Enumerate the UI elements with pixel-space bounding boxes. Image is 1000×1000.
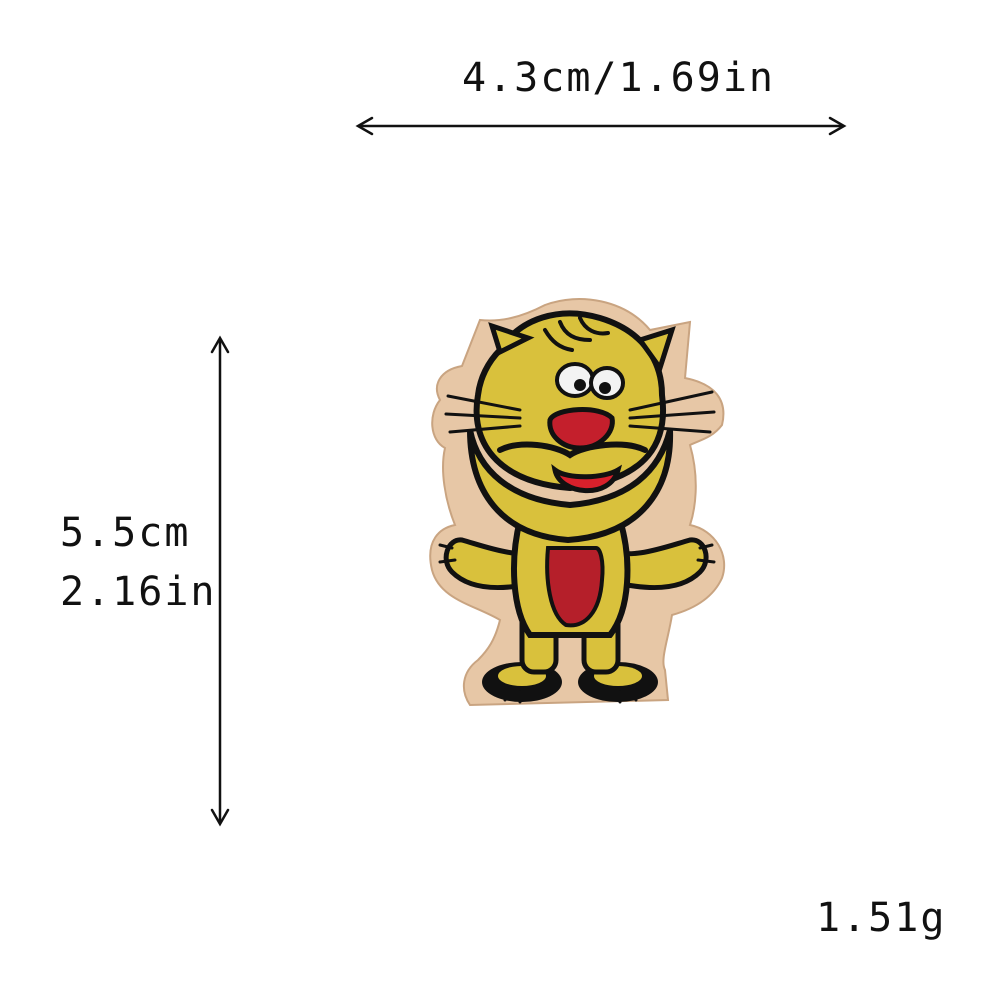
lion-mouth-icon	[551, 463, 623, 494]
lion-nose-icon	[547, 407, 615, 451]
whiskers	[444, 390, 716, 434]
height-dimension-label-in: 2.16in	[60, 569, 217, 615]
left-eye-icon	[555, 362, 595, 398]
right-ear-icon	[635, 326, 676, 374]
height-dimension-label-cm: 5.5cm	[60, 510, 191, 556]
width-dimension-label: 4.3cm/1.69in	[462, 55, 775, 101]
height-arrow-icon	[210, 335, 230, 827]
lion-mane	[467, 429, 674, 544]
weight-label: 1.51g	[816, 895, 947, 941]
lion-belly	[545, 546, 605, 628]
left-ear-icon	[488, 322, 535, 356]
width-arrow-icon	[355, 116, 847, 136]
